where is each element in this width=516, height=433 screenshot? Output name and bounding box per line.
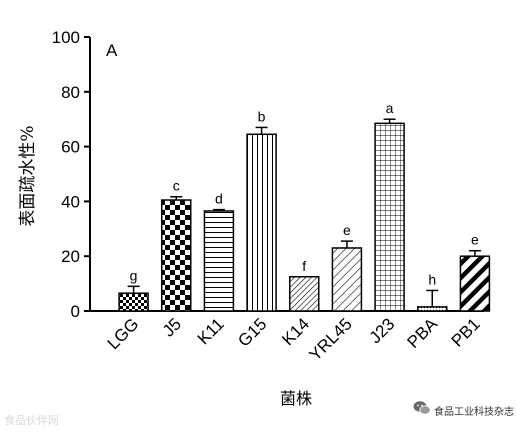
bar-pba bbox=[417, 306, 448, 312]
bar-g15 bbox=[246, 133, 277, 312]
significance-label: e bbox=[471, 232, 479, 248]
x-tick-label: PBA bbox=[404, 314, 442, 352]
y-tick-label: 100 bbox=[52, 28, 80, 47]
y-tick-label: 80 bbox=[61, 83, 80, 102]
significance-label: f bbox=[302, 258, 306, 274]
significance-label: a bbox=[386, 100, 394, 116]
x-tick-label: J5 bbox=[159, 314, 185, 340]
watermark-left: 食品伙伴网 bbox=[4, 414, 59, 427]
significance-label: h bbox=[428, 271, 436, 287]
bar-lgg bbox=[118, 292, 149, 312]
significance-label: d bbox=[215, 191, 223, 207]
x-tick-label: PB1 bbox=[448, 314, 484, 350]
x-tick-label: K11 bbox=[194, 314, 228, 348]
watermark-right: 食品工业科技杂志 bbox=[434, 407, 514, 418]
bar-yrl45 bbox=[331, 247, 363, 312]
y-tick-label: 40 bbox=[61, 192, 80, 211]
significance-label: c bbox=[173, 178, 180, 194]
wechat-icon bbox=[413, 401, 431, 415]
significance-label: g bbox=[130, 267, 138, 283]
x-tick-label: YRL45 bbox=[306, 314, 356, 364]
labels: g LGG c J5 d K11 b G15 f K14 e YRL45 a J23 h PBA e PB1 bbox=[104, 100, 484, 364]
bars bbox=[118, 118, 491, 312]
x-tick-label: G15 bbox=[234, 314, 270, 350]
y-tick-label: 0 bbox=[71, 302, 80, 321]
bar-k11 bbox=[203, 210, 235, 312]
y-axis-title: 表面疏水性% bbox=[18, 125, 38, 226]
significance-label: e bbox=[343, 222, 351, 238]
y-tick-label: 20 bbox=[61, 247, 80, 266]
x-tick-label: K14 bbox=[278, 314, 313, 349]
bar-pb1 bbox=[459, 255, 491, 312]
axes: 0 20 40 60 80 100 bbox=[52, 28, 484, 321]
x-axis-title: 菌株 bbox=[280, 389, 312, 408]
y-tick-label: 60 bbox=[61, 138, 80, 157]
panel-label: A bbox=[106, 41, 118, 60]
bar-j23 bbox=[374, 122, 405, 312]
x-tick-label: J23 bbox=[366, 314, 399, 347]
x-tick-label: LGG bbox=[104, 314, 143, 353]
bar-j5 bbox=[161, 199, 192, 312]
significance-label: b bbox=[258, 108, 266, 124]
bar-k14 bbox=[289, 276, 320, 312]
